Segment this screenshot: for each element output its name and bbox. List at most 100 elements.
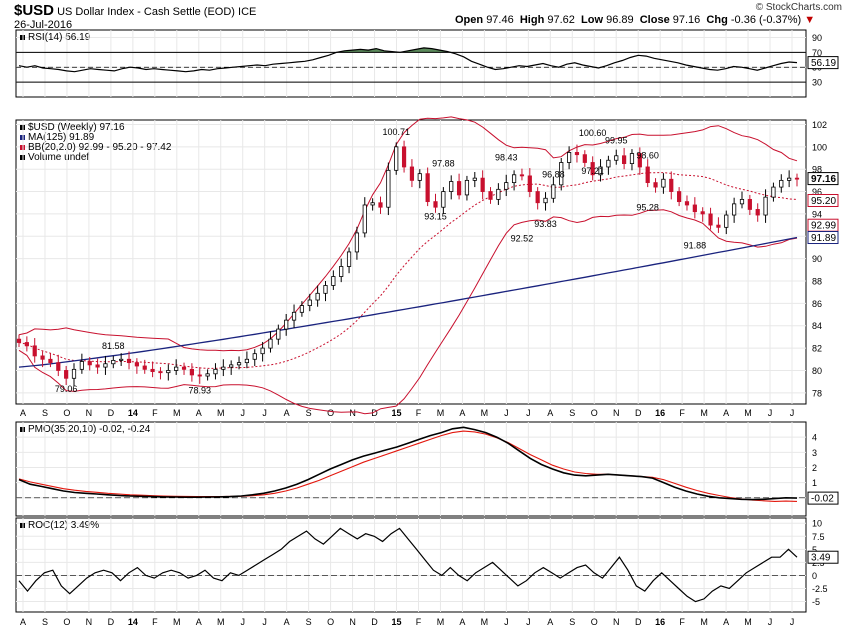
price-annotation: 96.88 — [542, 170, 565, 180]
x-tick-label: J — [504, 617, 509, 627]
price-last-value: 95.20 — [811, 196, 836, 207]
price-annotation: 93.83 — [534, 219, 557, 229]
candle-body — [307, 299, 312, 307]
x-tick-label: J — [504, 408, 509, 418]
x-tick-label: A — [196, 617, 202, 627]
candle-body — [787, 177, 792, 181]
price-annotation: 97.88 — [432, 159, 455, 169]
x-tick-label: D — [371, 408, 378, 418]
candle-body — [504, 182, 509, 190]
chart-date: 26-Jul-2016 — [14, 19, 73, 31]
pmo-panel-frame — [15, 421, 807, 517]
x-tick-label: M — [744, 617, 752, 627]
candle-body — [401, 146, 407, 168]
high-label: High — [519, 14, 545, 26]
x-tick-label: O — [327, 617, 334, 627]
pmo-y-tick: 3 — [812, 448, 817, 458]
bb-lower-band — [18, 209, 798, 415]
symbol-name: US Dollar Index - Cash Settle (EOD) — [57, 6, 235, 18]
x-tick-label: 14 — [128, 617, 138, 627]
price-y-tick: 102 — [812, 120, 827, 130]
candle-body — [637, 153, 642, 168]
candle-body — [456, 181, 462, 196]
x-tick-label: J — [240, 617, 245, 627]
candle-body — [205, 373, 210, 377]
roc-legend-entry: ROC(12) 3.49% — [28, 520, 99, 531]
candle-body — [472, 177, 477, 181]
rsi-line — [18, 47, 798, 73]
candle-body — [166, 370, 171, 374]
x-tick-label: M — [437, 617, 445, 627]
candle-body — [24, 342, 29, 347]
x-tick-label: M — [700, 617, 708, 627]
rsi-y-tick: 70 — [812, 48, 822, 58]
pmo-last-value: -0.02 — [811, 494, 834, 505]
roc-y-tick: 10 — [812, 519, 822, 529]
candle-body — [496, 188, 501, 200]
x-tick-label: J — [262, 408, 267, 418]
x-tick-label: A — [459, 408, 465, 418]
x-tick-label: M — [481, 408, 489, 418]
candle-body — [48, 358, 53, 364]
roc-y-tick: -2.5 — [812, 584, 828, 594]
x-tick-label: O — [327, 408, 334, 418]
roc-y-tick: 7.5 — [812, 532, 825, 542]
x-tick-label: A — [547, 408, 553, 418]
price-annotation: 100.60 — [579, 128, 607, 138]
price-last-value-box — [807, 172, 839, 186]
x-tick-label: 16 — [655, 408, 665, 418]
candle-body — [346, 251, 352, 267]
candle-body — [606, 159, 611, 168]
pmo-y-tick: 4 — [812, 433, 817, 443]
x-tick-label: S — [306, 408, 312, 418]
x-tick-label: N — [613, 617, 620, 627]
candle-body — [229, 364, 234, 368]
chg-value: -0.36 (-0.37%) — [730, 14, 802, 26]
candle-body — [142, 365, 147, 370]
candle-body — [189, 368, 194, 376]
x-tick-label: O — [63, 617, 70, 627]
x-tick-label: S — [306, 617, 312, 627]
price-y-tick: 88 — [812, 277, 822, 287]
x-tick-label: O — [591, 617, 598, 627]
open-value: 97.46 — [486, 14, 514, 26]
candle-body — [535, 191, 540, 204]
candle-body — [291, 311, 297, 321]
x-tick-label: M — [700, 408, 708, 418]
candle-body — [574, 152, 580, 156]
price-annotation: 79.06 — [55, 384, 78, 394]
x-tick-label: 15 — [392, 408, 402, 418]
candle-body — [716, 224, 721, 228]
x-tick-label: J — [790, 617, 795, 627]
price-y-tick: 82 — [812, 344, 822, 354]
price-annotation: 100.71 — [382, 127, 410, 137]
candle-body — [71, 368, 77, 379]
x-tick-label: A — [284, 408, 290, 418]
rsi-y-tick: 30 — [812, 78, 822, 88]
price-annotation: 99.95 — [605, 135, 628, 145]
x-tick-label: M — [437, 408, 445, 418]
rsi-panel-frame — [15, 29, 807, 98]
candle-body — [669, 178, 674, 192]
price-panel-frame — [15, 119, 807, 405]
price-last-value-box — [807, 231, 839, 245]
candle-body — [236, 362, 242, 366]
price-y-tick: 78 — [812, 388, 822, 398]
x-tick-label: F — [416, 408, 422, 418]
candle-body — [87, 361, 92, 366]
x-tick-label: N — [613, 408, 620, 418]
candle-body — [684, 201, 690, 206]
price-legend-entry: MA(125) 91.89 — [28, 132, 95, 143]
candle-body — [441, 191, 446, 208]
high-value: 97.62 — [547, 14, 575, 26]
rsi-last-value: 56.19 — [811, 58, 836, 69]
x-tick-label: N — [349, 617, 356, 627]
x-tick-label: A — [459, 617, 465, 627]
x-tick-label: F — [679, 408, 685, 418]
close-label: Close — [639, 14, 670, 26]
candle-body — [645, 166, 650, 184]
candle-body — [417, 173, 422, 181]
price-y-tick: 84 — [812, 321, 822, 331]
candle-body — [370, 202, 375, 206]
